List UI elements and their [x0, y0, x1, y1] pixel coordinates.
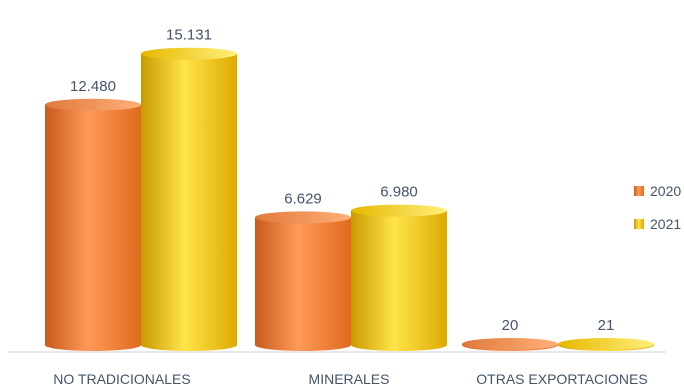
- bar-top: [255, 211, 351, 224]
- bar-2020-0: [45, 98, 141, 351]
- legend-label-2021: 2021: [650, 216, 681, 232]
- value-label-2021-1: 6.980: [380, 184, 418, 201]
- value-label-2020-0: 12.480: [70, 78, 116, 95]
- legend-swatch-2021: [634, 219, 644, 229]
- value-label-2021-0: 15.131: [166, 27, 212, 44]
- bars-group: [45, 47, 654, 352]
- value-labels-group: 12.480 15.131 6.629 6.980 20 21: [70, 27, 614, 334]
- category-label-0: NO TRADICIONALES: [53, 371, 190, 387]
- bar-2020-2: [462, 338, 558, 351]
- legend: 2020 2021: [634, 183, 681, 232]
- bar-body: [141, 53, 237, 352]
- bar-2021-2: [558, 338, 654, 351]
- bar-2020-1: [255, 211, 351, 351]
- bar-2021-1: [351, 204, 447, 351]
- bar-top: [45, 98, 141, 111]
- value-label-2020-2: 20: [502, 317, 519, 334]
- bar-top: [141, 47, 237, 60]
- bar-top: [351, 204, 447, 217]
- category-label-1: MINERALES: [309, 371, 390, 387]
- bar-2021-0: [141, 47, 237, 352]
- value-label-2021-2: 21: [598, 317, 615, 334]
- category-label-2: OTRAS EXPORTACIONES: [476, 371, 647, 387]
- bar-body: [255, 217, 351, 351]
- legend-swatch-2020: [634, 186, 644, 196]
- value-label-2020-1: 6.629: [284, 190, 322, 207]
- bar-body: [45, 104, 141, 351]
- legend-label-2020: 2020: [650, 183, 681, 199]
- bar-top: [462, 338, 558, 350]
- bar-body: [351, 210, 447, 351]
- category-labels: NO TRADICIONALES MINERALES OTRAS EXPORTA…: [53, 371, 647, 387]
- bar-top: [558, 338, 654, 350]
